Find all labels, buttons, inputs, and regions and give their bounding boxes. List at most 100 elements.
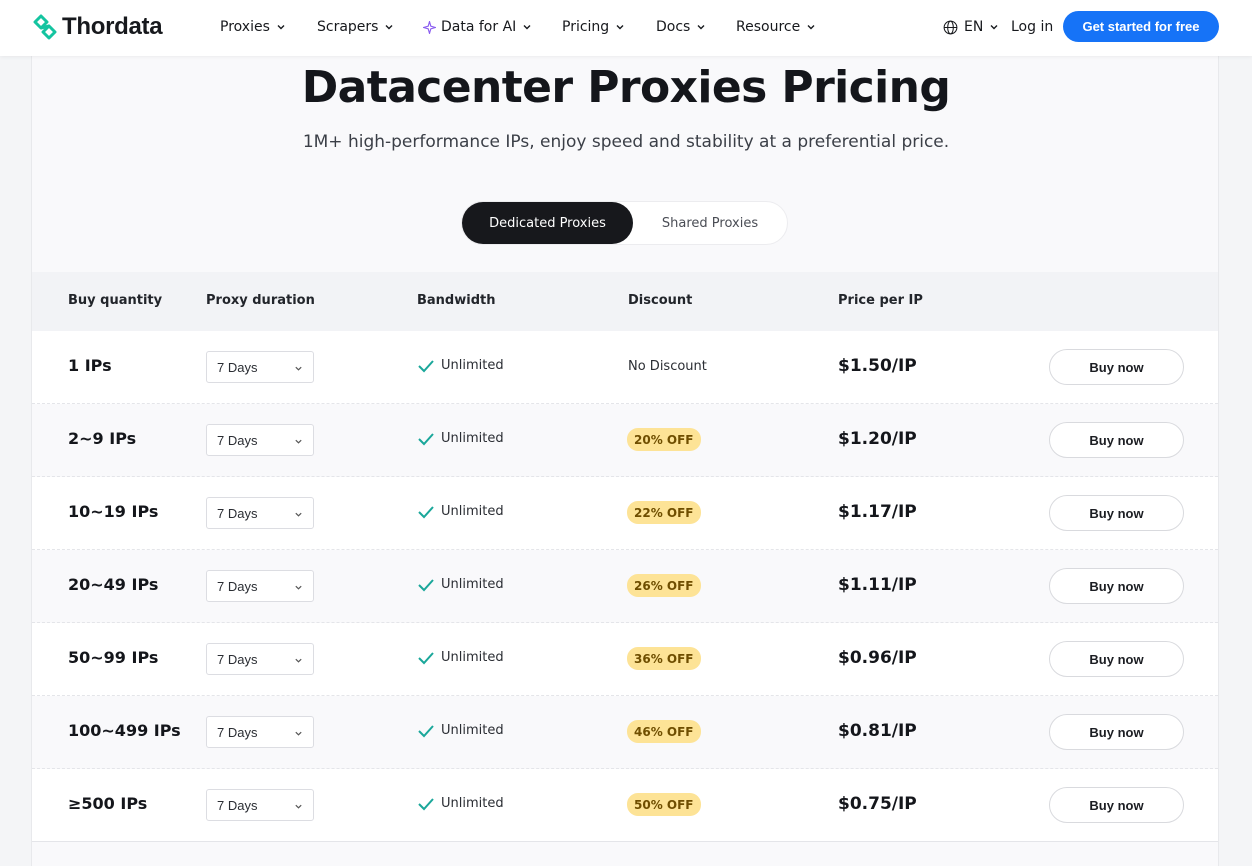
discount-badge: 22% OFF [627, 501, 701, 524]
nav-item-data-for-ai[interactable]: Data for AI [423, 17, 532, 37]
check-icon [418, 797, 434, 810]
column-header-buy-quantity: Buy quantity [68, 293, 163, 308]
get-started-button[interactable]: Get started for free [1063, 11, 1219, 42]
nav-item-scrapers[interactable]: Scrapers [317, 17, 394, 37]
table-row: 2~9 IPs 7 Days Unlimited 20% OFF $1.20/I… [32, 404, 1218, 477]
column-header-bandwidth: Bandwidth [417, 293, 496, 308]
bandwidth-value: Unlimited [441, 796, 504, 811]
chevron-down-icon [295, 512, 302, 517]
row-quantity: 2~9 IPs [68, 429, 137, 448]
page-title: Datacenter Proxies Pricing [301, 62, 951, 113]
check-icon [418, 432, 434, 445]
duration-value: 7 Days [217, 506, 258, 521]
chevron-down-icon [295, 804, 302, 809]
price-per-ip: $0.75/IP [838, 794, 917, 814]
row-quantity: 10~19 IPs [68, 502, 159, 521]
table-row: 50~99 IPs 7 Days Unlimited 36% OFF $0.96… [32, 623, 1218, 696]
check-icon [418, 724, 434, 737]
duration-select[interactable]: 7 Days [206, 643, 314, 675]
nav-item-label: Data for AI [441, 19, 517, 35]
chevron-down-icon [295, 658, 302, 663]
duration-value: 7 Days [217, 798, 258, 813]
chevron-down-icon [295, 439, 302, 444]
nav-item-docs[interactable]: Docs [656, 17, 706, 37]
globe-icon [943, 20, 958, 34]
buy-now-button[interactable]: Buy now [1049, 641, 1184, 677]
language-selector[interactable]: EN [943, 17, 999, 37]
bandwidth-value: Unlimited [441, 577, 504, 592]
top-navbar: Thordata Proxies Scrapers Data for AI Pr… [0, 0, 1252, 56]
bandwidth-cell: Unlimited [417, 431, 504, 446]
duration-select[interactable]: 7 Days [206, 570, 314, 602]
duration-value: 7 Days [217, 579, 258, 594]
bandwidth-cell: Unlimited [417, 723, 504, 738]
row-quantity: 1 IPs [68, 356, 112, 375]
discount-badge: 36% OFF [627, 647, 701, 670]
brand-logo[interactable]: Thordata [32, 13, 163, 41]
discount-badge: 46% OFF [627, 720, 701, 743]
price-per-ip: $1.11/IP [838, 575, 917, 595]
bandwidth-value: Unlimited [441, 504, 504, 519]
chevron-down-icon [807, 25, 815, 30]
discount-text: No Discount [628, 359, 707, 374]
bandwidth-value: Unlimited [441, 723, 504, 738]
duration-value: 7 Days [217, 652, 258, 667]
row-quantity: 20~49 IPs [68, 575, 159, 594]
duration-select[interactable]: 7 Days [206, 424, 314, 456]
chevron-down-icon [295, 366, 302, 371]
table-row: 20~49 IPs 7 Days Unlimited 26% OFF $1.11… [32, 550, 1218, 623]
check-icon [418, 505, 434, 518]
buy-now-button[interactable]: Buy now [1049, 787, 1184, 823]
price-per-ip: $0.96/IP [838, 648, 917, 668]
login-link[interactable]: Log in [1011, 19, 1054, 35]
column-header-proxy-duration: Proxy duration [206, 293, 315, 308]
chevron-down-icon [990, 25, 998, 30]
bandwidth-value: Unlimited [441, 358, 504, 373]
language-label: EN [964, 19, 984, 35]
duration-select[interactable]: 7 Days [206, 789, 314, 821]
bandwidth-cell: Unlimited [417, 650, 504, 665]
duration-value: 7 Days [217, 360, 258, 375]
chevron-down-icon [385, 25, 393, 30]
nav-item-resource[interactable]: Resource [736, 17, 816, 37]
nav-item-proxies[interactable]: Proxies [220, 17, 286, 37]
duration-select[interactable]: 7 Days [206, 351, 314, 383]
check-icon [418, 578, 434, 591]
nav-item-pricing[interactable]: Pricing [562, 17, 625, 37]
chevron-down-icon [295, 585, 302, 590]
duration-select[interactable]: 7 Days [206, 716, 314, 748]
row-quantity: 100~499 IPs [68, 721, 181, 740]
column-header-price-per-ip: Price per IP [838, 293, 923, 308]
chevron-down-icon [295, 731, 302, 736]
buy-now-button[interactable]: Buy now [1049, 495, 1184, 531]
buy-now-button[interactable]: Buy now [1049, 349, 1184, 385]
buy-now-button[interactable]: Buy now [1049, 568, 1184, 604]
tab-dedicated-proxies[interactable]: Dedicated Proxies [462, 202, 633, 244]
price-per-ip: $1.50/IP [838, 356, 917, 376]
price-per-ip: $1.17/IP [838, 502, 917, 522]
table-row: 1 IPs 7 Days Unlimited No Discount $1.50… [32, 331, 1218, 404]
duration-value: 7 Days [217, 433, 258, 448]
tab-shared-proxies[interactable]: Shared Proxies [633, 202, 787, 244]
page-subtitle: 1M+ high-performance IPs, enjoy speed an… [302, 132, 950, 152]
price-per-ip: $1.20/IP [838, 429, 917, 449]
buy-now-button[interactable]: Buy now [1049, 714, 1184, 750]
bandwidth-cell: Unlimited [417, 358, 504, 373]
bandwidth-value: Unlimited [441, 650, 504, 665]
proxy-type-toggle: Dedicated Proxies Shared Proxies [461, 201, 788, 245]
bandwidth-cell: Unlimited [417, 504, 504, 519]
sparkle-icon [423, 20, 436, 34]
nav-item-label: Proxies [220, 19, 270, 35]
column-header-discount: Discount [628, 293, 693, 308]
brand-name: Thordata [62, 13, 163, 40]
buy-now-button[interactable]: Buy now [1049, 422, 1184, 458]
row-quantity: 50~99 IPs [68, 648, 159, 667]
check-icon [418, 359, 434, 372]
row-quantity: ≥500 IPs [68, 794, 148, 813]
check-icon [418, 651, 434, 664]
bandwidth-cell: Unlimited [417, 577, 504, 592]
nav-item-label: Docs [656, 19, 691, 35]
chevron-down-icon [523, 25, 531, 30]
thordata-logo-icon [33, 14, 57, 40]
duration-select[interactable]: 7 Days [206, 497, 314, 529]
